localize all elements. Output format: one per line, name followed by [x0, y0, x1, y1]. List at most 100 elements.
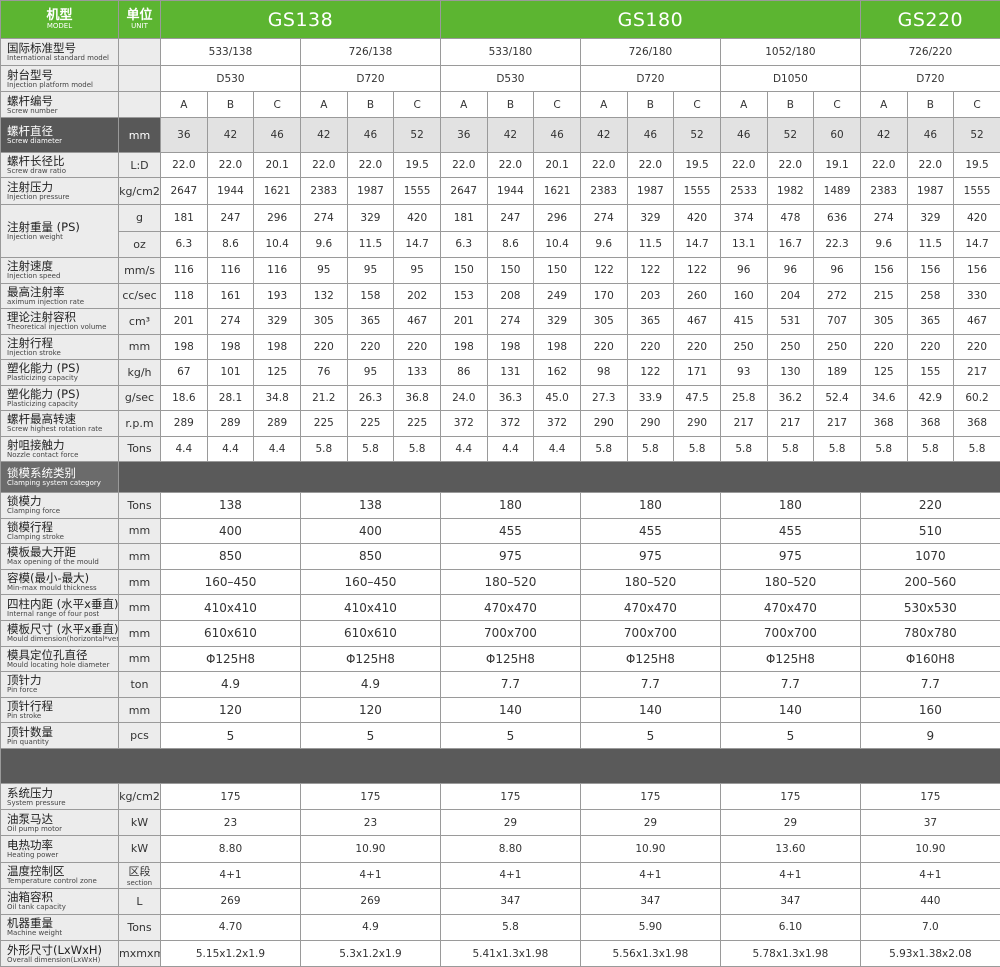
value-cell: 7.7: [719, 671, 861, 698]
label-zh: 锁模行程: [7, 519, 53, 534]
value-cell: 1555: [953, 177, 1000, 205]
value-cell: 700x700: [439, 619, 581, 647]
value-cell: C: [253, 91, 301, 118]
value-cell: 247: [486, 204, 535, 232]
value-cell: 67: [160, 359, 208, 386]
value-cell: 225: [393, 410, 441, 437]
value-cell: 5.8: [579, 435, 628, 462]
value-cell: 700x700: [719, 619, 861, 647]
value-cell: 204: [766, 282, 815, 309]
value-cell: 365: [906, 308, 955, 335]
value-cell: A: [439, 91, 488, 118]
value-cell: 27.3: [579, 384, 628, 411]
model-name: GS138: [160, 0, 441, 39]
value-cell: 175: [579, 782, 721, 811]
value-cell: 225: [299, 410, 348, 437]
row-label: 螺杆直径 Screw diameter: [0, 117, 119, 153]
value-cell: 46: [626, 117, 675, 153]
label-en: Pin quantity: [7, 737, 49, 746]
value-cell: 220: [299, 333, 348, 360]
value-cell: 4.70: [160, 913, 301, 942]
value-cell: 125: [253, 359, 301, 386]
unit: mxmxm: [118, 940, 161, 967]
value-cell: 372: [439, 410, 488, 437]
value-cell: 25.8: [719, 384, 768, 411]
unit: mm: [118, 696, 161, 724]
model-name: GS180: [439, 0, 861, 39]
value-cell: 4+1: [719, 861, 861, 889]
value-cell: 305: [299, 308, 348, 335]
value-cell: 4.4: [160, 435, 208, 462]
value-cell: 610x610: [299, 619, 441, 647]
value-cell: 274: [206, 308, 255, 335]
row: 螺杆长径比 Screw draw ratio L:D 22.0 22.0 20.1 22.0…: [0, 152, 1000, 178]
value-cell: 116: [160, 257, 208, 284]
label-zh: 顶针数量: [7, 724, 53, 739]
value-cell: 368: [859, 410, 908, 437]
row-label: 螺杆长径比 Screw draw ratio: [0, 152, 119, 178]
model-header-en: MODEL: [46, 21, 73, 30]
value-cell: 850: [160, 543, 301, 570]
value-cell: 5.3x1.2x1.9: [299, 940, 441, 967]
value-cell: 400: [160, 517, 301, 545]
value-cell: 5.93x1.38x2.08: [859, 940, 1000, 967]
value-cell: 329: [906, 204, 955, 232]
label-zh: 螺杆直径: [7, 124, 53, 138]
value-cell: 120: [160, 696, 301, 724]
value-cell: 45.0: [533, 384, 581, 411]
value-cell: 180–520: [579, 568, 721, 596]
value-cell: 4.9: [299, 913, 441, 942]
row: 射咀接触力 Nozzle contact force Tons 4.4 4.4 4.4 5.…: [0, 435, 1000, 462]
value-cell: 1944: [206, 177, 255, 205]
value-cell: 975: [579, 543, 721, 570]
value-cell: 175: [439, 782, 581, 811]
value-cell: 220: [859, 333, 908, 360]
value-cell: 290: [579, 410, 628, 437]
row: 顶针数量 Pin quantity pcs 5 5 5 5 5 9: [0, 722, 1000, 749]
label-en: Injection speed: [7, 272, 61, 281]
value-cell: 122: [673, 257, 721, 284]
value-cell: 2647: [439, 177, 488, 205]
row-label: 顶针行程 Pin stroke: [0, 696, 119, 724]
value-cell: 533/138: [160, 38, 301, 66]
label-zh: 射台型号: [7, 67, 53, 82]
value-cell: 52: [953, 117, 1000, 153]
unit: mm: [118, 117, 161, 153]
value-cell: 46: [346, 117, 395, 153]
value-cell: 36: [160, 117, 208, 153]
value-cell: 162: [533, 359, 581, 386]
value-cell: 22.0: [859, 152, 908, 178]
value-cell: 455: [719, 517, 861, 545]
value-cell: A: [579, 91, 628, 118]
label-zh: 国际标准型号: [7, 41, 76, 55]
value-cell: 5.78x1.3x1.98: [719, 940, 861, 967]
value-cell: 467: [953, 308, 1000, 335]
value-cell: D720: [859, 65, 1000, 92]
value-cell: 7.7: [859, 671, 1000, 698]
row-label: 四柱内距 (水平x垂直) Internal range of four post: [0, 594, 119, 621]
value-cell: 24.0: [439, 384, 488, 411]
value-cell: 42: [486, 117, 535, 153]
value-cell: 2383: [299, 177, 348, 205]
label-zh: 电热功率: [7, 837, 53, 852]
value-cell: 220: [626, 333, 675, 360]
value-cell: 13.60: [719, 835, 861, 863]
value-cell: 160: [719, 282, 768, 309]
row: 容模(最小-最大) Min-max mould thickness mm 160–45…: [0, 568, 1000, 596]
value-cell: 60.2: [953, 384, 1000, 411]
value-cell: 1987: [346, 177, 395, 205]
value-cell: 42: [859, 117, 908, 153]
value-cell: 347: [719, 887, 861, 915]
value-cell: 201: [160, 308, 208, 335]
value-cell: 4.4: [439, 435, 488, 462]
value-cell: 19.1: [813, 152, 861, 178]
value-cell: 780x780: [859, 619, 1000, 647]
row: 国际标准型号 International standard model 533/13…: [0, 38, 1000, 66]
label-en: Screw number: [7, 106, 58, 115]
label-zh: 模具定位孔直径: [7, 647, 88, 662]
row: 射台型号 Injection platform model D530 D720 D530…: [0, 65, 1000, 92]
value-cell: 7.7: [579, 671, 721, 698]
label-zh: 注射压力: [7, 180, 53, 194]
label-zh: 塑化能力 (PS): [7, 386, 80, 401]
value-cell: 330: [953, 282, 1000, 309]
